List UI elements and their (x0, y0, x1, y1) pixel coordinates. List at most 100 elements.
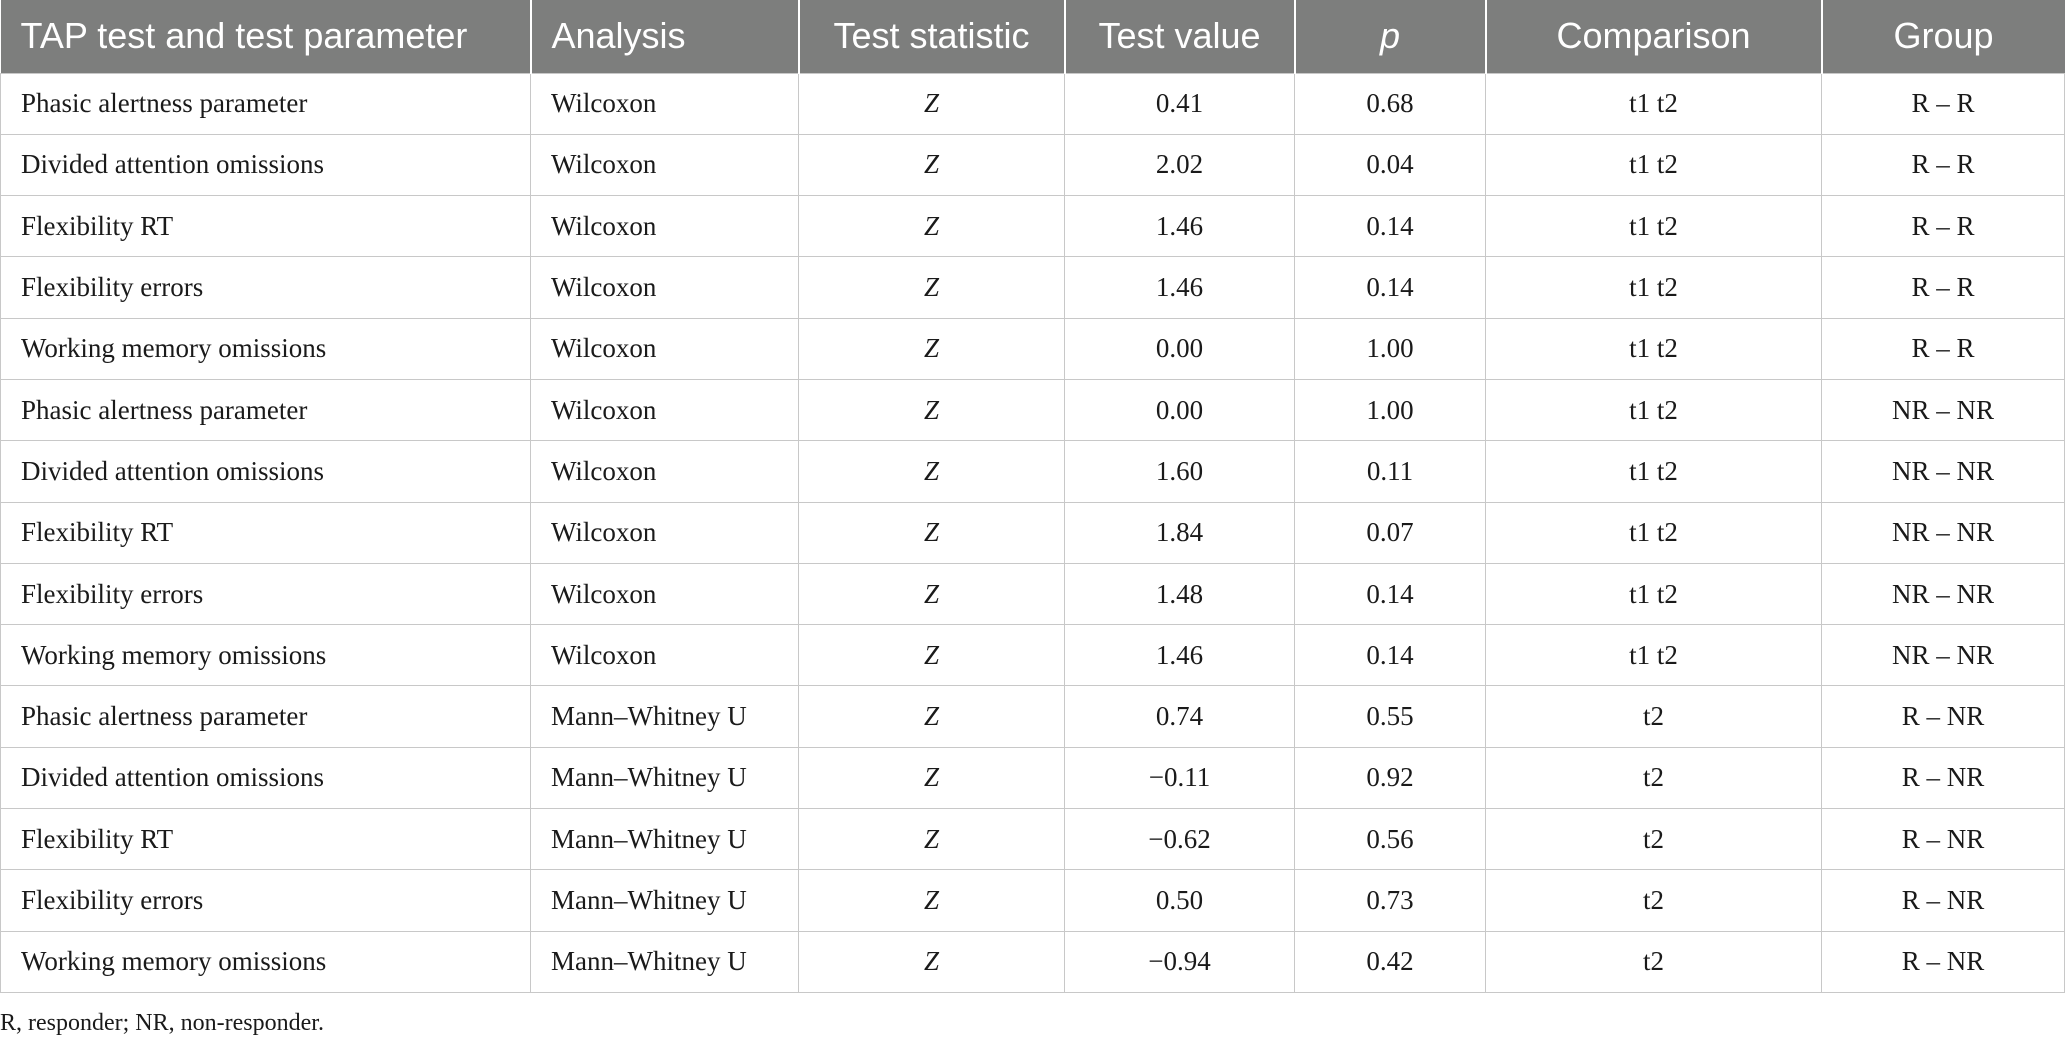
cell-test-statistic: Z (798, 501, 1065, 564)
cell-p-value: 1.00 (1294, 317, 1486, 380)
cell-test-statistic: Z (798, 685, 1065, 748)
cell-test-parameter: Divided attention omissions (0, 440, 531, 503)
cell-test-parameter: Flexibility errors (0, 256, 531, 319)
cell-test-value: 0.41 (1064, 72, 1295, 135)
header-test-statistic: Test statistic (798, 0, 1066, 73)
cell-test-value: 0.74 (1064, 685, 1295, 748)
cell-analysis: Wilcoxon (530, 195, 799, 258)
cell-test-parameter: Flexibility RT (0, 808, 531, 871)
cell-analysis: Wilcoxon (530, 72, 799, 135)
table-row: Flexibility errors Wilcoxon Z 1.48 0.14 t1 t2… (0, 562, 2065, 626)
cell-test-value: 2.02 (1064, 133, 1295, 197)
cell-group: R – NR (1821, 869, 2065, 932)
header-tap-test: TAP test and test parameter (0, 0, 532, 73)
cell-comparison: t1 t2 (1485, 133, 1822, 197)
cell-test-statistic: Z (798, 930, 1065, 993)
cell-group: R – NR (1821, 808, 2065, 871)
cell-test-statistic: Z (798, 317, 1065, 380)
header-analysis: Analysis (530, 0, 800, 73)
table-header: TAP test and test parameter Analysis Tes… (0, 0, 2065, 73)
cell-p-value: 0.14 (1294, 195, 1486, 258)
cell-group: R – NR (1821, 746, 2065, 810)
cell-test-parameter: Phasic alertness parameter (0, 378, 531, 442)
cell-analysis: Mann–Whitney U (530, 930, 799, 993)
cell-test-value: 1.46 (1064, 256, 1295, 319)
cell-test-statistic: Z (798, 746, 1065, 810)
cell-group: NR – NR (1821, 624, 2065, 687)
header-comparison: Comparison (1485, 0, 1823, 73)
table-row: Working memory omissions Wilcoxon Z 1.46 0.1… (0, 624, 2065, 687)
cell-test-value: 1.46 (1064, 624, 1295, 687)
table-row: Phasic alertness parameter Mann–Whitney U… (0, 685, 2065, 748)
cell-test-statistic: Z (798, 562, 1065, 626)
cell-test-statistic: Z (798, 440, 1065, 503)
cell-analysis: Wilcoxon (530, 624, 799, 687)
cell-test-parameter: Working memory omissions (0, 624, 531, 687)
cell-comparison: t1 t2 (1485, 562, 1822, 626)
cell-test-value: 1.84 (1064, 501, 1295, 564)
cell-comparison: t1 t2 (1485, 501, 1822, 564)
cell-test-parameter: Phasic alertness parameter (0, 685, 531, 748)
cell-test-value: −0.11 (1064, 746, 1295, 810)
cell-test-statistic: Z (798, 72, 1065, 135)
cell-test-parameter: Working memory omissions (0, 317, 531, 380)
cell-p-value: 0.55 (1294, 685, 1486, 748)
cell-test-parameter: Flexibility RT (0, 501, 531, 564)
header-test-value: Test value (1064, 0, 1296, 73)
cell-test-statistic: Z (798, 256, 1065, 319)
cell-comparison: t1 t2 (1485, 256, 1822, 319)
cell-p-value: 0.56 (1294, 808, 1486, 871)
cell-analysis: Mann–Whitney U (530, 746, 799, 810)
table-row: Flexibility RT Wilcoxon Z 1.46 0.14 t1 t2 R – … (0, 195, 2065, 258)
cell-p-value: 0.07 (1294, 501, 1486, 564)
cell-p-value: 0.14 (1294, 624, 1486, 687)
cell-group: NR – NR (1821, 378, 2065, 442)
cell-comparison: t2 (1485, 808, 1822, 871)
table-row: Flexibility errors Mann–Whitney U Z 0.50 0.7… (0, 869, 2065, 932)
header-group: Group (1821, 0, 2065, 73)
cell-test-parameter: Phasic alertness parameter (0, 72, 531, 135)
table-row: Phasic alertness parameter Wilcoxon Z 0.41 0… (0, 72, 2065, 135)
cell-analysis: Wilcoxon (530, 378, 799, 442)
cell-test-value: 0.50 (1064, 869, 1295, 932)
cell-analysis: Mann–Whitney U (530, 808, 799, 871)
cell-comparison: t2 (1485, 746, 1822, 810)
cell-comparison: t1 t2 (1485, 72, 1822, 135)
table-row: Flexibility RT Mann–Whitney U Z −0.62 0.56 t2… (0, 808, 2065, 871)
cell-comparison: t2 (1485, 930, 1822, 993)
cell-p-value: 0.92 (1294, 746, 1486, 810)
cell-test-parameter: Flexibility errors (0, 562, 531, 626)
cell-test-parameter: Working memory omissions (0, 930, 531, 993)
cell-test-value: 1.48 (1064, 562, 1295, 626)
cell-test-statistic: Z (798, 808, 1065, 871)
table-row: Working memory omissions Mann–Whitney U Z −… (0, 930, 2065, 993)
cell-p-value: 0.14 (1294, 256, 1486, 319)
cell-p-value: 0.14 (1294, 562, 1486, 626)
cell-group: R – R (1821, 195, 2065, 258)
table-row: Flexibility errors Wilcoxon Z 1.46 0.14 t1 t2… (0, 256, 2065, 319)
cell-test-value: −0.94 (1064, 930, 1295, 993)
cell-p-value: 0.73 (1294, 869, 1486, 932)
cell-group: R – NR (1821, 930, 2065, 993)
cell-p-value: 1.00 (1294, 378, 1486, 442)
results-table: TAP test and test parameter Analysis Tes… (0, 0, 2065, 993)
cell-test-statistic: Z (798, 869, 1065, 932)
cell-group: NR – NR (1821, 440, 2065, 503)
cell-test-value: 1.46 (1064, 195, 1295, 258)
cell-p-value: 0.11 (1294, 440, 1486, 503)
cell-analysis: Wilcoxon (530, 562, 799, 626)
cell-comparison: t1 t2 (1485, 317, 1822, 380)
table-row: Working memory omissions Wilcoxon Z 0.00 1.0… (0, 317, 2065, 380)
cell-analysis: Wilcoxon (530, 133, 799, 197)
cell-group: NR – NR (1821, 501, 2065, 564)
cell-p-value: 0.42 (1294, 930, 1486, 993)
cell-analysis: Wilcoxon (530, 501, 799, 564)
cell-analysis: Wilcoxon (530, 440, 799, 503)
cell-comparison: t1 t2 (1485, 440, 1822, 503)
cell-analysis: Wilcoxon (530, 317, 799, 380)
cell-test-statistic: Z (798, 195, 1065, 258)
cell-group: R – R (1821, 72, 2065, 135)
cell-test-statistic: Z (798, 378, 1065, 442)
cell-comparison: t1 t2 (1485, 624, 1822, 687)
table-row: Divided attention omissions Wilcoxon Z 2.02… (0, 133, 2065, 197)
